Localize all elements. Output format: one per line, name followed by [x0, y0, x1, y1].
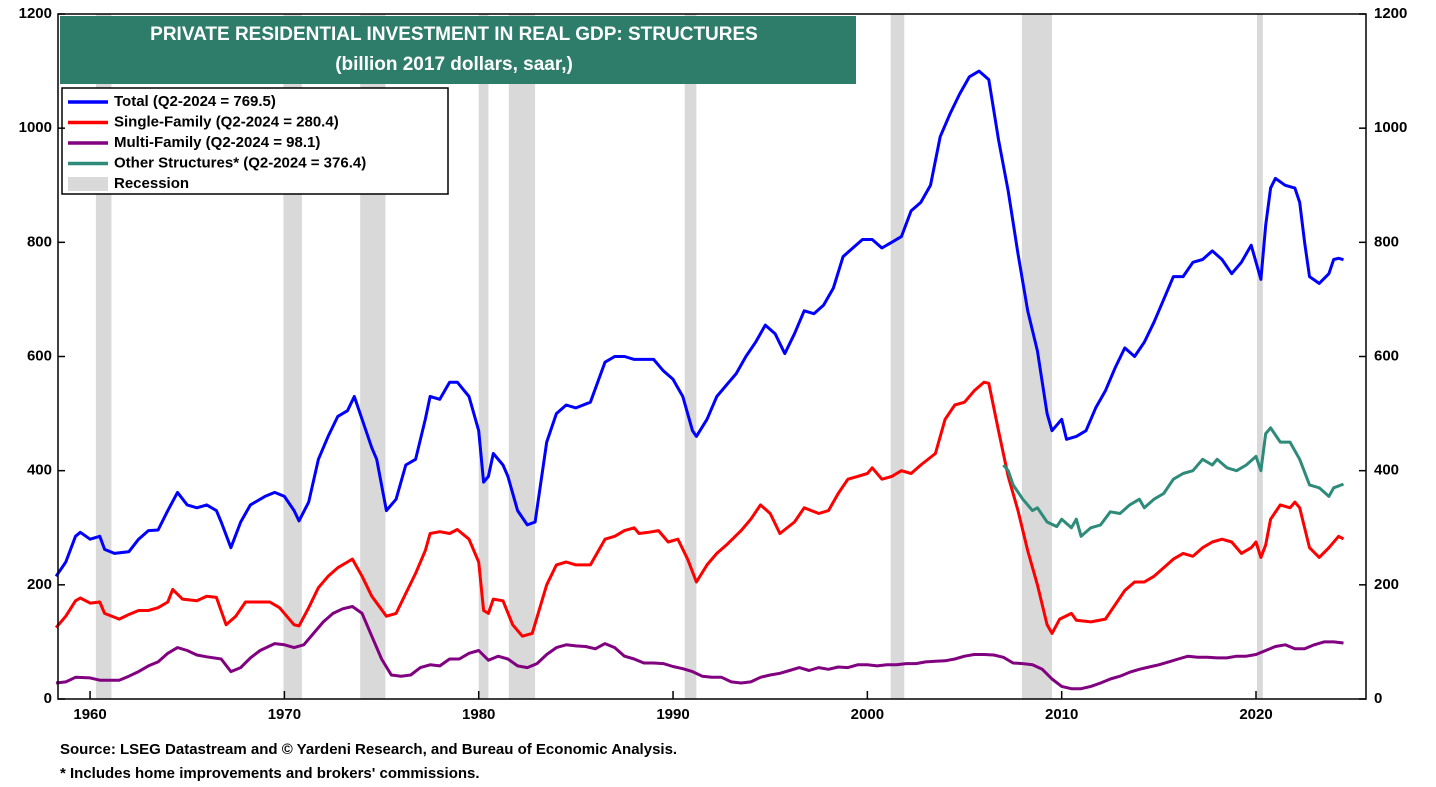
source: Source: LSEG Datastream and © Yardeni Re…	[60, 741, 677, 758]
series-line	[1002, 426, 1345, 538]
legend-label: Total (Q2-2024 = 769.5)	[114, 93, 276, 110]
recession-band	[508, 14, 536, 699]
x-tick-label: 1970	[268, 706, 301, 723]
y-tick-label: 600	[27, 347, 52, 364]
x-tick-label: 1980	[462, 706, 495, 723]
x-tick-label: 1960	[73, 706, 106, 723]
legend-label: Recession	[114, 175, 189, 192]
y2-tick-label: 0	[1374, 690, 1382, 707]
legend-swatch	[68, 177, 108, 191]
legend-label: Single-Family (Q2-2024 = 280.4)	[114, 113, 339, 130]
y-tick-label: 0	[44, 690, 52, 707]
recession-band	[684, 14, 697, 699]
chart-subtitle: (billion 2017 dollars, saar,)	[335, 54, 573, 75]
recession-band	[890, 14, 905, 699]
y-tick-label: 200	[27, 576, 52, 593]
x-tick-label: 1990	[656, 706, 689, 723]
y-tick-label: 1000	[19, 119, 52, 136]
y2-tick-label: 600	[1374, 347, 1399, 364]
y2-tick-label: 400	[1374, 462, 1399, 479]
series-line	[55, 605, 1344, 691]
y2-tick-label: 200	[1374, 576, 1399, 593]
x-tick-label: 2000	[851, 706, 884, 723]
y-tick-label: 400	[27, 462, 52, 479]
y-tick-label: 800	[27, 233, 52, 250]
series-line	[54, 380, 1345, 638]
y-tick-label: 1200	[19, 5, 52, 22]
recession-band	[478, 14, 489, 699]
y2-tick-label: 1000	[1374, 119, 1407, 136]
legend: Total (Q2-2024 = 769.5) Single-Family (Q2…	[61, 87, 449, 195]
chart-title: PRIVATE RESIDENTIAL INVESTMENT IN REAL G…	[150, 24, 758, 45]
legend-label: Multi-Family (Q2-2024 = 98.1)	[114, 134, 320, 151]
recession-band	[1256, 14, 1263, 699]
legend-box	[61, 87, 449, 195]
x-tick-label: 2020	[1239, 706, 1272, 723]
y2-tick-label: 1200	[1374, 5, 1407, 22]
legend-label: Other Structures* (Q2-2024 = 376.4)	[114, 154, 366, 171]
footnote: * Includes home improvements and brokers…	[60, 765, 480, 782]
y2-tick-label: 800	[1374, 233, 1399, 250]
x-tick-label: 2010	[1045, 706, 1078, 723]
title-box	[60, 16, 856, 84]
series-line	[54, 69, 1344, 578]
